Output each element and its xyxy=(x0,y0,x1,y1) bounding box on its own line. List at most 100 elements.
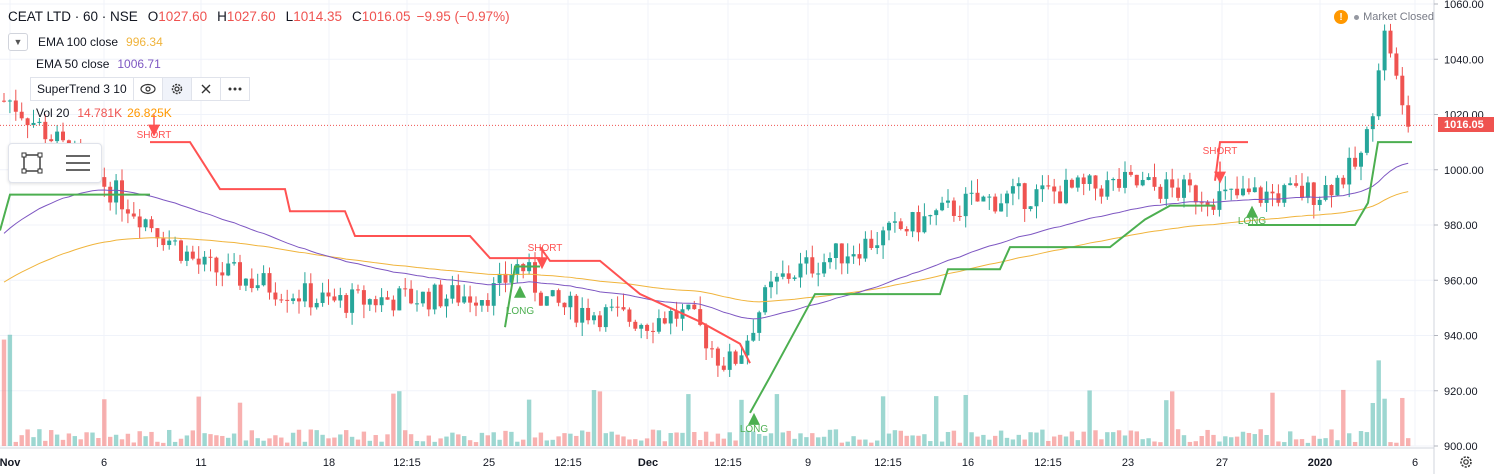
price-tick-label: 980.00 xyxy=(1444,220,1478,232)
volume-bar xyxy=(172,441,178,446)
price-tick-label: 1060.00 xyxy=(1444,0,1484,11)
candle-body xyxy=(757,312,762,333)
volume-bar xyxy=(1016,434,1021,446)
visibility-button[interactable] xyxy=(132,78,162,100)
volume-bar xyxy=(1069,431,1075,446)
volume-bar xyxy=(255,438,260,446)
candle-body xyxy=(769,281,773,288)
candle-body xyxy=(161,238,166,246)
volume-bar xyxy=(503,430,508,446)
candle-body xyxy=(7,100,12,102)
candle-body xyxy=(892,221,897,223)
volume-bar xyxy=(1240,431,1246,446)
volume-bar xyxy=(810,433,815,446)
volume-bar xyxy=(1205,429,1210,446)
candle-body xyxy=(1288,183,1293,186)
volume-bar xyxy=(1181,435,1187,446)
volume-bar xyxy=(408,434,414,446)
ema50-legend[interactable]: EMA 50 close 1006.71 xyxy=(36,57,161,71)
volume-bar xyxy=(1170,391,1175,446)
volume-bar xyxy=(721,438,726,446)
volume-bar xyxy=(261,440,266,446)
volume-bar xyxy=(66,433,72,446)
candle-body xyxy=(438,284,443,307)
time-tick-label: Nov xyxy=(0,457,21,469)
candle-body xyxy=(839,243,844,264)
candle-body xyxy=(497,273,502,284)
volume-bar xyxy=(574,435,579,446)
candle-body xyxy=(267,273,272,293)
volume-bar xyxy=(1335,440,1340,446)
chart-settings-button[interactable] xyxy=(1456,452,1476,472)
volume-bar xyxy=(1264,434,1269,446)
volume-bar xyxy=(615,434,620,446)
candle-body xyxy=(1075,177,1080,188)
time-tick-label: 12:15 xyxy=(1034,457,1062,469)
candle-body xyxy=(1382,30,1387,71)
long-signal-label: LONG xyxy=(1238,216,1267,227)
candle-body xyxy=(1376,70,1381,117)
candle-body xyxy=(444,298,449,307)
market-status[interactable]: ! Market Closed xyxy=(1334,10,1434,24)
volume-bar xyxy=(161,442,166,446)
volume-bar xyxy=(1164,400,1169,446)
volume-bar xyxy=(344,430,349,446)
candle-body xyxy=(420,291,425,304)
collapse-legend-button[interactable]: ▼ xyxy=(8,33,28,51)
supertrend-signals: SHORT LONG SHORT LONG SHORT LONG xyxy=(137,114,1267,435)
lines-tool-button[interactable] xyxy=(55,144,101,182)
volume-bar xyxy=(922,434,927,446)
candle-body xyxy=(633,321,638,329)
volume-bar xyxy=(904,435,909,446)
volume-bar xyxy=(644,438,650,446)
supertrend-down-line xyxy=(150,141,540,260)
settings-button[interactable] xyxy=(161,78,191,100)
candle-body xyxy=(1064,179,1068,204)
candle-body xyxy=(993,196,998,212)
candle-body xyxy=(916,212,921,233)
volume-bar xyxy=(361,431,367,446)
volume-bar xyxy=(827,429,833,446)
volume-bar xyxy=(975,436,980,446)
candle-body xyxy=(651,330,655,332)
volume-bar xyxy=(432,441,437,446)
volume-bar xyxy=(456,434,461,446)
candle-body xyxy=(474,302,478,306)
volume-bar xyxy=(1358,431,1364,446)
supertrend-legend[interactable]: SuperTrend 3 10 xyxy=(30,77,250,101)
candle-body xyxy=(462,296,467,303)
long-arrow-icon xyxy=(1246,205,1258,218)
volume-bar xyxy=(72,436,77,446)
remove-button[interactable] xyxy=(190,78,220,100)
ema100-legend[interactable]: ▼ EMA 100 close 996.34 xyxy=(8,33,163,51)
volume-bar xyxy=(780,432,785,446)
volume-bar xyxy=(467,440,473,446)
candle-body xyxy=(887,222,891,231)
ema50-name: EMA 50 close xyxy=(36,57,110,71)
time-tick-label: 18 xyxy=(323,457,335,469)
candle-body xyxy=(940,202,945,211)
volume-bar xyxy=(296,429,302,446)
candle-body xyxy=(261,273,266,286)
ema50-line xyxy=(3,162,1409,320)
volume-bar xyxy=(568,433,573,446)
candle-body xyxy=(710,348,714,350)
volume-bar xyxy=(727,432,732,446)
candle-body xyxy=(468,296,473,303)
volume-bars xyxy=(1,334,1411,446)
candle-body xyxy=(1282,185,1287,203)
volume-bar xyxy=(562,433,567,446)
short-signal-label: SHORT xyxy=(528,243,563,254)
candle-body xyxy=(350,289,355,313)
candle-body xyxy=(1323,185,1328,200)
candle-body xyxy=(184,251,189,261)
frame-tool-button[interactable] xyxy=(9,144,55,182)
candle-body xyxy=(1128,171,1133,175)
candle-body xyxy=(515,264,520,275)
supertrend-up-line xyxy=(0,193,150,231)
more-button[interactable] xyxy=(219,78,249,100)
candle-body xyxy=(361,290,366,305)
volume-bar xyxy=(379,441,384,446)
volume-legend[interactable]: Vol 20 14.781K 26.825K xyxy=(36,106,172,120)
